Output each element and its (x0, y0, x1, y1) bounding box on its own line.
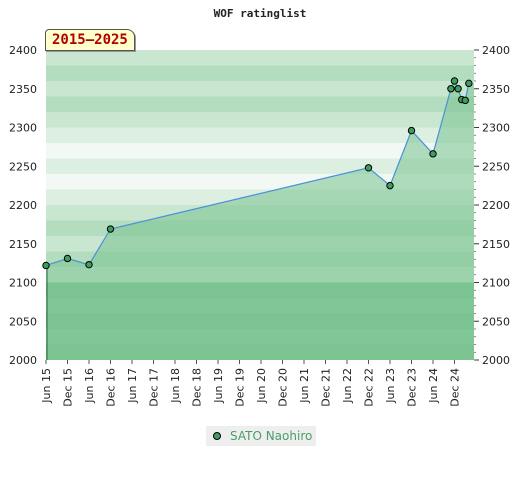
y-tick-label-left: 2100 (9, 277, 37, 290)
y-axis-right: 2000 2050 2100 2150 2200 2250 2300 2350 2400 (474, 44, 510, 367)
band (46, 96, 474, 112)
x-tick-label: Jun 16 (83, 368, 96, 404)
x-tick-label: Dec 16 (105, 368, 118, 407)
x-tick-label: Dec 19 (234, 368, 247, 407)
y-tick-label-left: 2350 (9, 83, 37, 96)
y-tick-label-right: 2150 (482, 238, 510, 251)
y-tick-label-right: 2100 (482, 277, 510, 290)
band (46, 50, 474, 66)
x-tick-label: Jun 20 (255, 368, 268, 404)
y-tick-label-left: 2250 (9, 160, 37, 173)
x-tick-label: Jun 22 (341, 368, 354, 404)
y-tick-label-left: 2150 (9, 238, 37, 251)
x-tick-label: Jun 21 (298, 368, 311, 404)
x-tick-label: Dec 15 (62, 368, 75, 407)
data-point (85, 260, 93, 269)
x-tick-label: Dec 20 (277, 368, 290, 407)
y-axis-left: 2000 2050 2100 2150 2200 2250 2300 2350 2400 (9, 44, 37, 367)
x-tick-label: Jun 15 (40, 368, 53, 404)
data-point (429, 150, 437, 158)
x-tick-label: Dec 23 (406, 368, 419, 407)
data-point (465, 79, 473, 88)
x-tick-label: Jun 19 (212, 368, 225, 404)
legend-label: SATO Naohiro (230, 429, 313, 443)
x-tick-label: Jun 17 (126, 368, 139, 404)
x-tick-label: Dec 18 (191, 368, 204, 407)
x-tick-label: Dec 21 (320, 368, 333, 407)
area-fill (46, 81, 474, 360)
data-point (450, 77, 459, 85)
y-tick-label-right: 2300 (482, 122, 510, 135)
data-point (42, 261, 50, 270)
data-point (407, 126, 416, 135)
band (46, 112, 474, 128)
band (46, 143, 474, 159)
y-tick-label-right: 2050 (482, 315, 510, 328)
data-point (447, 85, 455, 93)
data-point (364, 164, 373, 172)
band (46, 65, 474, 81)
y-tick-label-left: 2300 (9, 122, 37, 135)
legend-marker-icon (213, 432, 221, 440)
y-tick-label-left: 2200 (9, 199, 37, 212)
x-tick-label: Dec 22 (363, 368, 376, 407)
y-tick-label-right: 2250 (482, 160, 510, 173)
y-tick-label-left: 2050 (9, 315, 37, 328)
data-point (386, 181, 394, 190)
y-tick-label-right: 2000 (482, 354, 510, 367)
x-tick-label: Dec 24 (449, 368, 462, 407)
y-tick-label-left: 2400 (9, 44, 37, 57)
x-tick-label: Jun 24 (427, 368, 440, 404)
data-point (63, 254, 72, 263)
y-tick-label-right: 2200 (482, 199, 510, 212)
legend[interactable]: SATO Naohiro (206, 426, 316, 446)
x-tick-label: Jun 23 (384, 368, 397, 404)
y-tick-label-right: 2400 (482, 44, 510, 57)
band (46, 127, 474, 143)
y-tick-label-left: 2000 (9, 354, 37, 367)
data-points (42, 77, 473, 270)
data-point (106, 225, 115, 233)
data-point (454, 85, 462, 93)
band (46, 81, 474, 97)
x-tick-label: Jun 18 (169, 368, 182, 404)
x-tick-label: Dec 17 (148, 368, 161, 407)
data-point (461, 96, 469, 105)
chart-title: WOF ratinglist (214, 7, 307, 20)
y-tick-label-right: 2350 (482, 83, 510, 96)
period-badge: 2015–2025 (45, 29, 135, 51)
x-axis: Jun 15 Dec 15 Jun 16 Dec 16 Jun 17 Dec 17 Jun … (40, 360, 462, 407)
